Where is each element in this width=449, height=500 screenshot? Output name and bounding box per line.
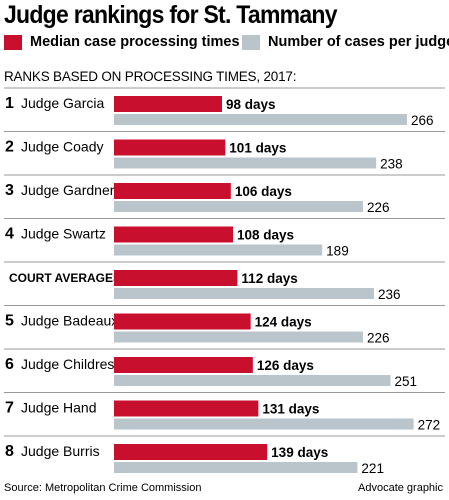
rank-number: 1 — [5, 95, 14, 112]
data-label-median: 101 days — [229, 141, 286, 156]
category-label: Judge Coady — [21, 139, 104, 155]
rank-number: 8 — [5, 443, 14, 460]
rank-number: 4 — [5, 226, 14, 243]
rank-number: 5 — [5, 313, 14, 330]
category-label: Judge Hand — [21, 400, 97, 416]
category-label: Judge Garcia — [21, 95, 104, 111]
source-note: Source: Metropolitan Crime Commission — [4, 482, 202, 494]
legend-item-median: Median case processing times — [4, 34, 240, 50]
category-label: Judge Childress — [21, 356, 121, 372]
data-label-cases: 189 — [326, 244, 349, 259]
bar-cases — [114, 462, 358, 473]
bar-cases — [114, 114, 407, 125]
chart-title: Judge rankings for St. Tammany — [4, 1, 338, 29]
bar-median — [114, 139, 226, 156]
data-label-median: 108 days — [237, 228, 294, 243]
credit-note: Advocate graphic — [358, 482, 443, 494]
bar-median — [114, 357, 253, 373]
bar-chart: 1 Judge Garcia 98 days 266 2 Judge Coady 101 d… — [4, 87, 445, 476]
rank-number: 3 — [5, 182, 14, 199]
data-label-cases: 238 — [380, 157, 403, 172]
category-label: COURT AVERAGES — [9, 271, 121, 285]
legend-swatch-median — [4, 34, 22, 50]
bar-median — [114, 313, 251, 330]
bar-cases — [114, 157, 377, 169]
rank-number: 7 — [5, 400, 14, 417]
legend-swatch-cases — [242, 34, 260, 50]
data-label-cases: 266 — [411, 113, 434, 128]
bar-median — [114, 270, 238, 286]
data-label-median: 126 days — [257, 358, 314, 373]
data-label-cases: 226 — [367, 200, 390, 215]
data-label-median: 124 days — [255, 315, 312, 330]
data-label-cases: 251 — [394, 374, 417, 389]
bar-cases — [114, 244, 323, 256]
data-label-median: 112 days — [241, 271, 297, 286]
bar-cases — [114, 418, 414, 430]
legend: Median case processing times Number of c… — [4, 34, 449, 54]
data-label-cases: 236 — [378, 287, 401, 302]
data-label-median: 106 days — [235, 184, 292, 199]
data-label-cases: 272 — [418, 418, 441, 433]
bar-cases — [114, 288, 374, 299]
bar-median — [114, 183, 231, 199]
bar-cases — [114, 375, 391, 386]
category-label: Judge Swartz — [21, 226, 106, 242]
category-label: Judge Burris — [21, 443, 100, 459]
legend-item-cases: Number of cases per judge — [242, 34, 449, 50]
category-label: Judge Gardner — [21, 182, 115, 198]
bar-median — [114, 96, 222, 112]
data-label-cases: 226 — [367, 331, 390, 346]
bar-cases — [114, 201, 363, 212]
chart-subtitle: RANKS BASED ON PROCESSING TIMES, 2017: — [4, 69, 297, 84]
data-label-cases: 221 — [361, 461, 384, 476]
data-label-median: 131 days — [262, 402, 319, 417]
bar-median — [114, 226, 234, 243]
rank-number: 6 — [5, 356, 14, 373]
bar-median — [114, 444, 268, 460]
category-label: Judge Badeaux — [21, 313, 118, 329]
bar-cases — [114, 331, 363, 343]
bar-median — [114, 400, 259, 417]
rank-number: 2 — [5, 139, 14, 156]
data-label-median: 98 days — [226, 97, 276, 112]
legend-label-cases: Number of cases per judge — [268, 34, 449, 50]
data-label-median: 139 days — [271, 445, 328, 460]
legend-label-median: Median case processing times — [30, 34, 240, 50]
